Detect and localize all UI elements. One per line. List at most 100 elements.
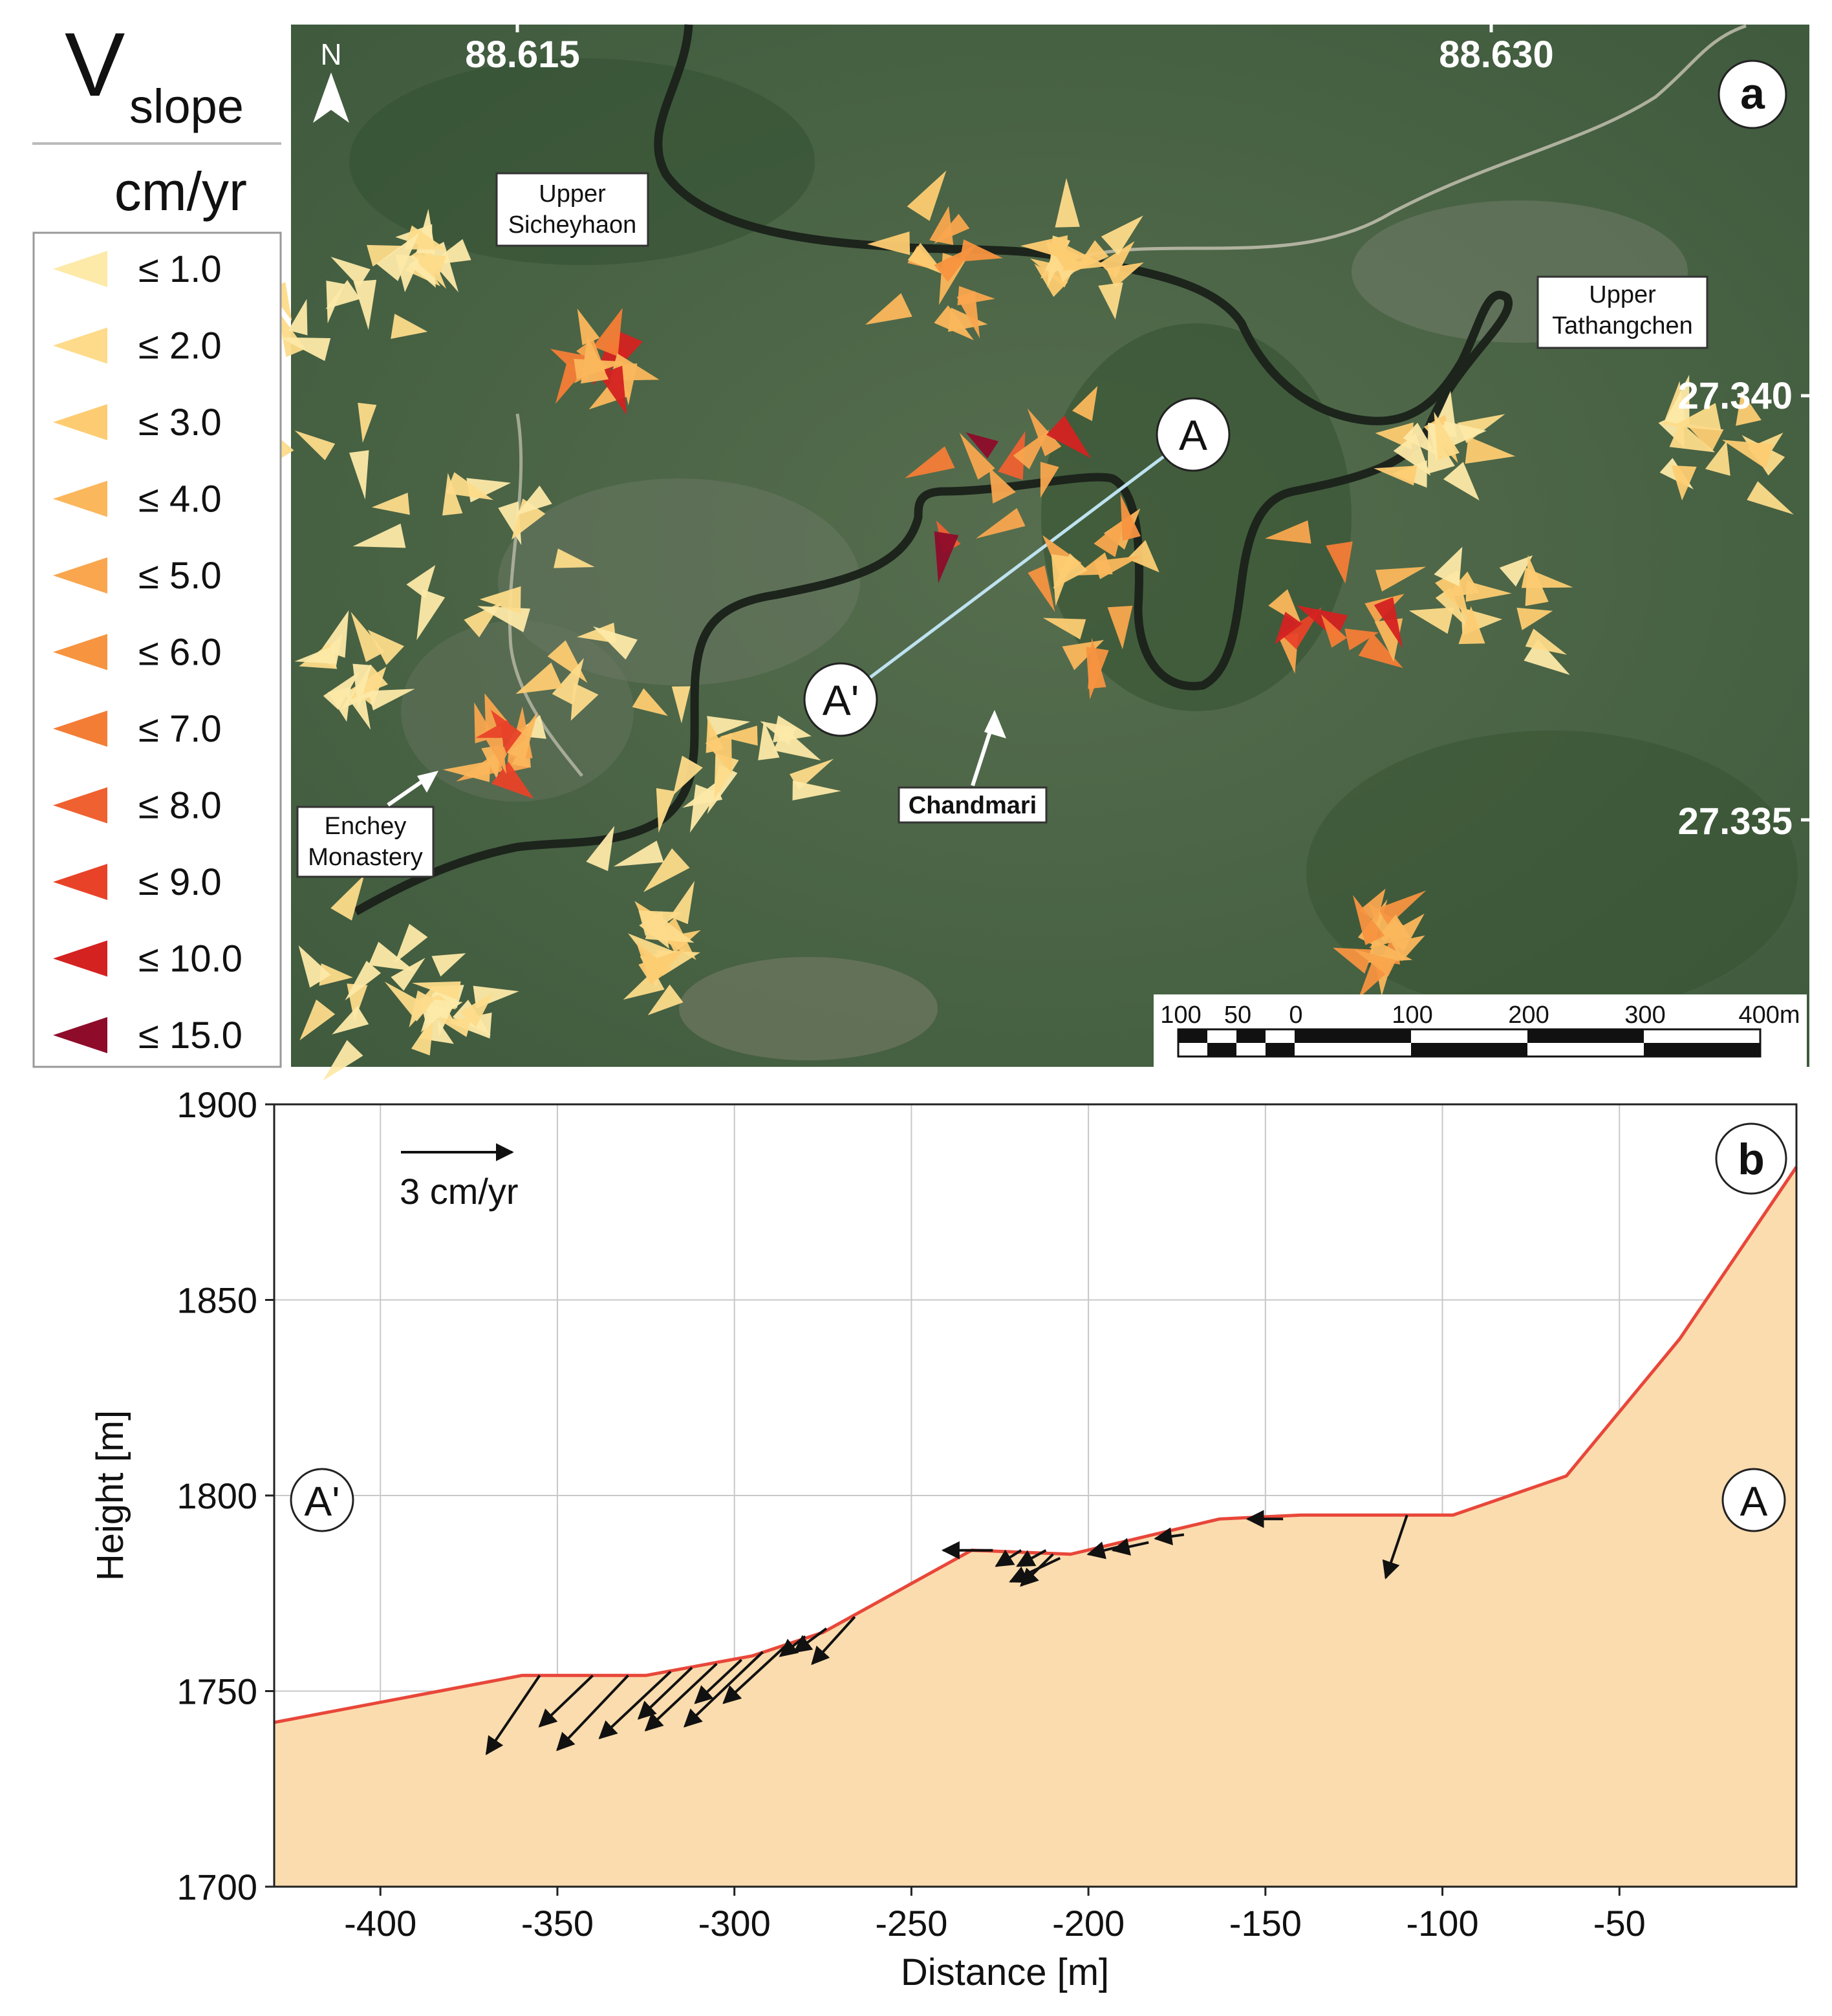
velocity-triangle — [1358, 633, 1403, 669]
minor-road — [508, 413, 583, 777]
velocity-triangle — [479, 586, 521, 614]
velocity-triangle — [1458, 606, 1485, 645]
legend-item-label: ≤ 9.0 — [138, 861, 222, 903]
velocity-triangle — [491, 762, 534, 799]
velocity-triangle — [368, 689, 415, 711]
velocity-triangle — [391, 314, 428, 339]
legend-item-label: ≤ 7.0 — [138, 708, 222, 750]
velocity-vector — [644, 1662, 718, 1732]
velocity-triangle — [1375, 566, 1427, 592]
velocity-triangle — [586, 826, 615, 872]
velocity-triangle — [989, 467, 1016, 504]
velocity-triangle — [367, 629, 404, 665]
velocity-triangle — [592, 626, 638, 660]
velocity-vector — [694, 1658, 742, 1704]
velocity-triangle — [959, 239, 1003, 262]
velocity-triangle — [298, 945, 331, 988]
velocity-triangle — [294, 645, 337, 664]
profile-right-end-label: A — [1740, 1478, 1768, 1525]
velocity-triangle — [758, 721, 780, 760]
legend-item-label: ≤ 6.0 — [138, 632, 222, 674]
legend-items: ≤ 1.0 ≤ 2.0 ≤ 3.0 ≤ 4.0 ≤ 5.0 ≤ 6.0 ≤ 7.0 ≤ 8.0… — [53, 248, 242, 1056]
velocity-triangle — [1521, 568, 1573, 588]
velocity-triangle — [673, 755, 703, 795]
velocity-triangle — [1265, 520, 1311, 544]
profile-chart: -400 -350 -300 -250 -200 -150 -100 -50 1700 1750… — [89, 1084, 1798, 1993]
velocity-triangle — [1705, 441, 1730, 476]
chandmari-pointer-head — [984, 710, 1006, 738]
north-label: N — [320, 38, 341, 71]
velocity-triangle — [773, 715, 812, 743]
velocity-triangle — [907, 170, 947, 221]
velocity-triangle — [353, 279, 377, 330]
velocity-triangle — [1126, 540, 1159, 573]
velocity-triangle — [411, 255, 447, 276]
velocity-triangle — [437, 1018, 472, 1037]
velocity-triangle — [1013, 429, 1050, 469]
velocity-triangle — [592, 308, 623, 357]
legend-swatch-triangle — [53, 480, 107, 517]
velocity-triangle — [1374, 466, 1417, 486]
velocity-triangle — [905, 446, 955, 478]
velocity-triangle — [1499, 555, 1533, 587]
map-profile-start-label: A — [1179, 411, 1207, 459]
legend-item-label: ≤ 10.0 — [138, 938, 242, 980]
north-arrow-icon — [313, 72, 349, 123]
velocity-triangle — [1435, 587, 1467, 628]
scale-label-300: 300 — [1624, 1002, 1665, 1029]
velocity-triangle — [1046, 415, 1092, 458]
legend-item-label: ≤ 4.0 — [138, 478, 222, 520]
velocity-triangle — [1369, 914, 1411, 949]
legend-swatch-triangle — [53, 940, 107, 977]
velocity-triangle — [643, 848, 690, 892]
legend-swatch-triangle — [53, 404, 107, 440]
lon-label-88630: 88.630 — [1439, 34, 1553, 76]
velocity-triangle — [1107, 605, 1133, 650]
legend-unit: cm/yr — [114, 161, 247, 222]
velocity-triangle — [574, 359, 627, 380]
map-profile-start-badge — [1156, 397, 1231, 472]
scale-bar — [1177, 1028, 1762, 1058]
velocity-triangle — [577, 308, 600, 345]
velocity-triangle — [1721, 440, 1774, 469]
velocity-triangle — [1275, 612, 1302, 645]
map-profile-end-badge — [803, 662, 878, 737]
velocity-triangle — [1747, 481, 1794, 515]
velocity-triangle — [570, 683, 599, 721]
velocity-vector — [1154, 1527, 1185, 1545]
label-upper-sicheyhaon-box — [495, 172, 649, 247]
map-panel: 88.615 88.630 27.340 27.335 N a Upper Si… — [222, 24, 1809, 1081]
label-chandmari: Chandmari — [909, 792, 1037, 819]
x-tick-label: -400 — [344, 1903, 416, 1944]
velocity-triangle — [1465, 436, 1516, 464]
velocity-triangle — [1353, 949, 1397, 977]
velocity-triangle — [515, 662, 563, 694]
velocity-triangle — [1665, 374, 1690, 427]
scale-label-0: 0 — [1289, 1002, 1302, 1029]
x-axis-title: Distance [m] — [901, 1951, 1109, 1993]
velocity-triangle — [330, 875, 365, 921]
y-axis-title: Height [m] — [89, 1410, 131, 1581]
velocity-triangle — [325, 280, 361, 309]
velocity-triangle — [707, 764, 738, 815]
velocity-triangle — [1072, 386, 1098, 422]
bare-ground-patch — [679, 957, 938, 1060]
velocity-triangle — [934, 531, 959, 583]
velocity-triangle — [1326, 541, 1353, 584]
velocity-triangle — [1516, 607, 1553, 630]
velocity-vector — [1016, 1549, 1047, 1567]
vegetation-patch — [1306, 731, 1798, 1015]
velocity-triangle — [391, 958, 426, 991]
velocity-triangle — [1465, 581, 1512, 602]
profile-right-end-badge — [1721, 1468, 1786, 1532]
legend-item-label: ≤ 2.0 — [138, 325, 222, 367]
velocity-triangle — [1671, 465, 1697, 500]
legend-item-label: ≤ 1.0 — [138, 248, 222, 290]
velocity-triangle — [720, 725, 758, 746]
legend-swatch-triangle — [53, 864, 107, 900]
vegetation-patch — [349, 58, 815, 265]
velocity-triangle — [1320, 614, 1347, 648]
velocity-triangle — [330, 257, 371, 288]
label-enchey-line1: Enchey — [325, 813, 407, 840]
velocity-triangle — [975, 508, 1026, 539]
